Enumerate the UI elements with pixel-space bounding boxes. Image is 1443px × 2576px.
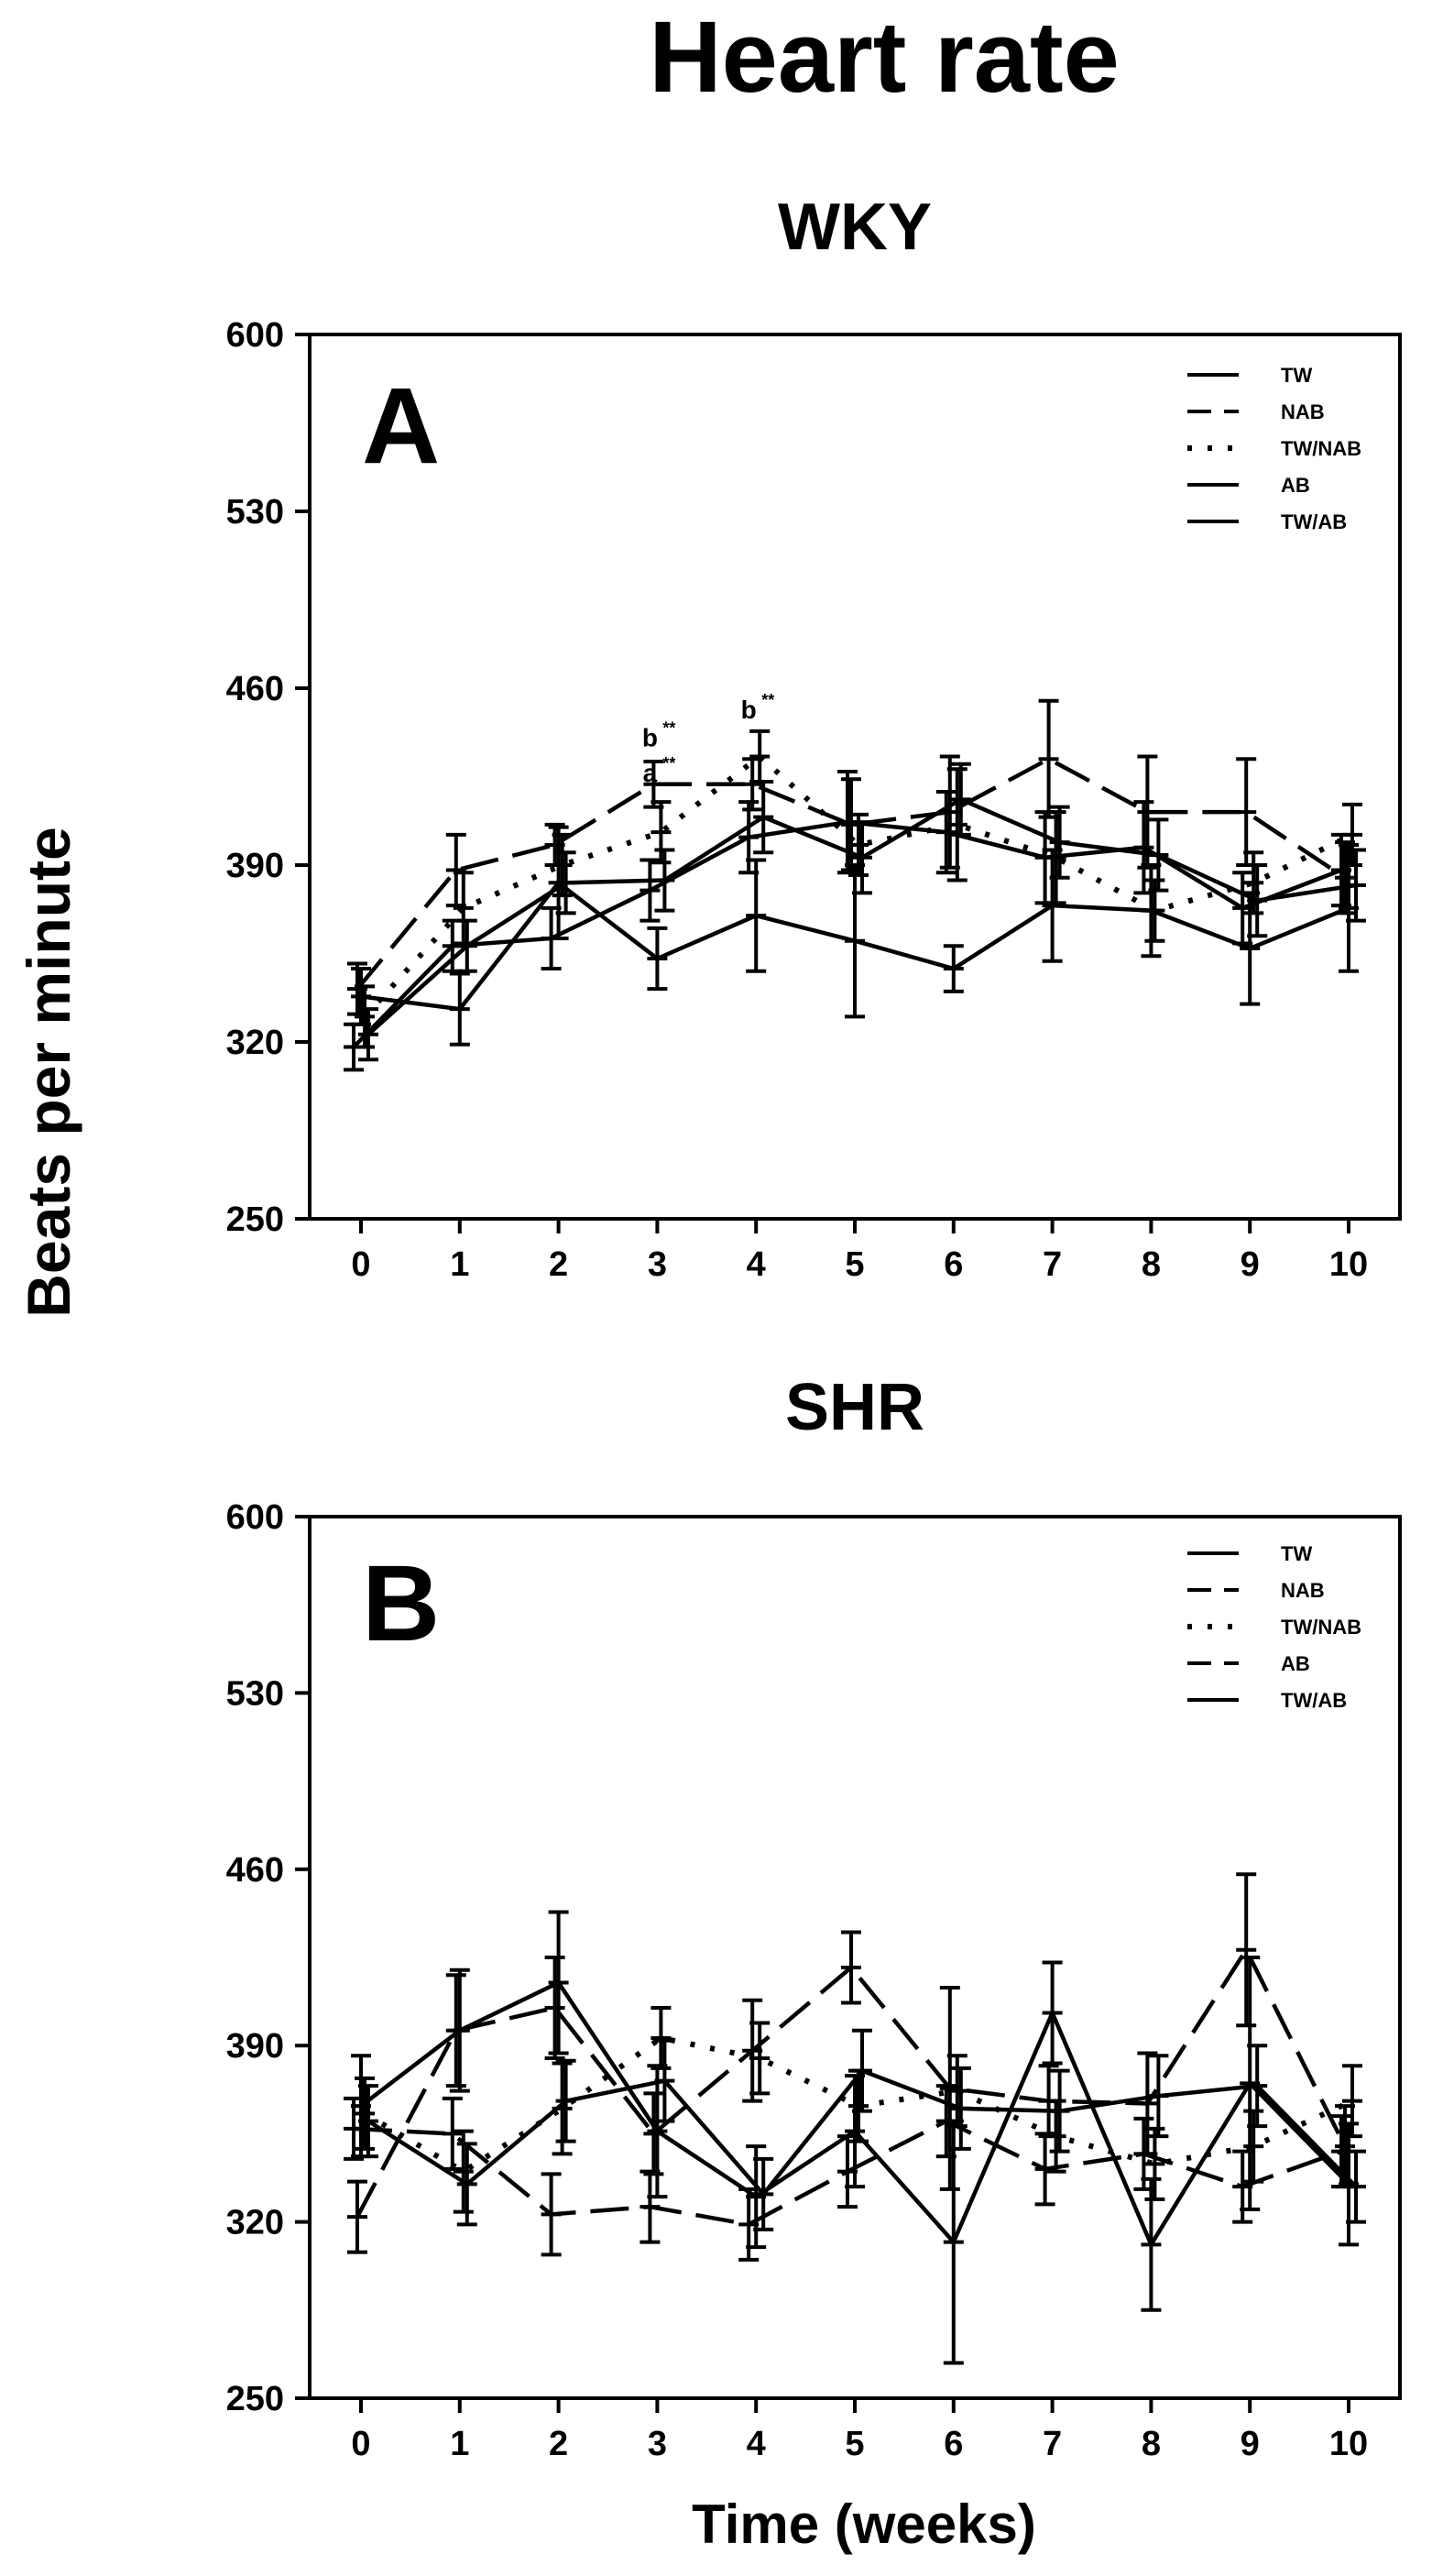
- x-tick-label: 8: [1142, 2425, 1161, 2463]
- panel-letter: B: [362, 1543, 440, 1664]
- legend-label: AB: [1281, 474, 1310, 497]
- y-axis-label: Beats per minute: [15, 827, 82, 1317]
- panel-letter: A: [362, 366, 440, 487]
- figure-title: Heart rate: [649, 1, 1120, 114]
- x-tick-label: 7: [1043, 1245, 1062, 1284]
- significance-annotation: a: [643, 759, 658, 787]
- y-tick-label: 320: [226, 2204, 284, 2242]
- x-tick-label: 6: [944, 1245, 963, 1284]
- x-tick-label: 1: [450, 1245, 469, 1284]
- plot-frame: [308, 1515, 1402, 2400]
- x-tick-label: 10: [1329, 1245, 1368, 1284]
- x-axis-label: Time (weeks): [692, 2494, 1036, 2555]
- y-tick-label: 460: [226, 1851, 284, 1890]
- x-tick-label: 9: [1241, 1245, 1260, 1284]
- legend-label: TW: [1281, 364, 1312, 387]
- x-tick-label: 3: [648, 1245, 667, 1284]
- x-tick-label: 5: [845, 1245, 864, 1284]
- x-tick-label: 10: [1329, 2425, 1368, 2463]
- legend-label: NAB: [1281, 400, 1325, 423]
- y-tick-label: 390: [226, 847, 284, 885]
- x-tick-label: 0: [351, 2425, 370, 2463]
- x-tick-label: 7: [1043, 2425, 1062, 2463]
- x-tick-label: 1: [450, 2425, 469, 2463]
- significance-superscript: **: [662, 754, 675, 773]
- legend-label: TW/AB: [1281, 1689, 1347, 1712]
- y-tick-label: 530: [226, 1674, 284, 1713]
- y-tick-label: 600: [226, 1498, 284, 1537]
- x-tick-label: 0: [351, 1245, 370, 1284]
- x-tick-label: 2: [549, 2425, 568, 2463]
- y-tick-label: 600: [226, 316, 284, 355]
- panel-title: SHR: [785, 1371, 924, 1444]
- x-tick-label: 4: [747, 2425, 766, 2463]
- panel-title: WKY: [778, 191, 932, 264]
- y-tick-label: 530: [226, 493, 284, 532]
- plot-frame: [308, 333, 1402, 1221]
- legend-label: TW: [1281, 1542, 1312, 1565]
- x-tick-label: 3: [648, 2425, 667, 2463]
- x-tick-label: 4: [747, 1245, 766, 1284]
- x-tick-label: 5: [845, 2425, 864, 2463]
- y-tick-label: 250: [226, 1200, 284, 1239]
- legend-label: TW/AB: [1281, 510, 1347, 533]
- legend-label: NAB: [1281, 1579, 1325, 1602]
- legend-label: TW/NAB: [1281, 1616, 1361, 1639]
- significance-superscript: **: [761, 691, 774, 709]
- x-tick-label: 8: [1142, 1245, 1161, 1284]
- y-tick-label: 320: [226, 1024, 284, 1062]
- x-tick-label: 6: [944, 2425, 963, 2463]
- legend-label: AB: [1281, 1652, 1310, 1675]
- y-tick-label: 250: [226, 2380, 284, 2418]
- series-line: [355, 756, 1347, 991]
- series-line: [355, 1946, 1348, 2219]
- x-tick-label: 2: [549, 1245, 568, 1284]
- significance-annotation: b: [741, 696, 757, 724]
- significance-annotation: b: [642, 723, 658, 751]
- x-tick-label: 9: [1241, 2425, 1260, 2463]
- legend-label: TW/NAB: [1281, 437, 1361, 460]
- series-line: [363, 2034, 1354, 2176]
- panel-shr: SHR B 250 320 390 460 530 600 0 1 2 3 4 5 6 7 8 9 10 TW NAB T…: [226, 1371, 1402, 2463]
- significance-superscript: **: [662, 718, 675, 737]
- y-tick-label: 460: [226, 670, 284, 708]
- y-tick-label: 390: [226, 2027, 284, 2066]
